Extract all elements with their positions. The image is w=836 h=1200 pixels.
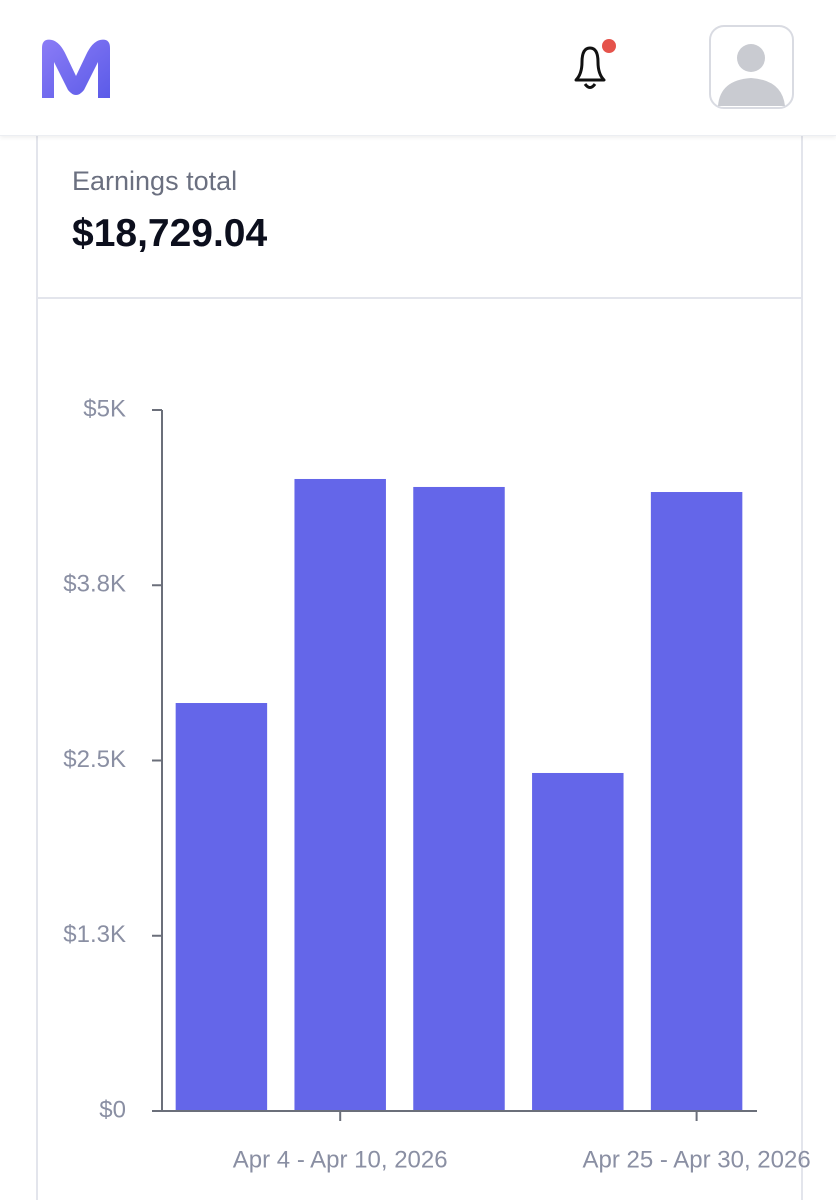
bar <box>413 486 505 1111</box>
notifications-button[interactable] <box>574 39 616 89</box>
y-tick-label: $1.3K <box>63 921 126 948</box>
bar <box>175 703 268 1111</box>
x-tick-label: Apr 25 - Apr 30, 2026 <box>583 1146 811 1173</box>
bar <box>532 772 624 1111</box>
bar <box>294 478 386 1111</box>
earnings-total: $18,729.04 <box>72 212 268 255</box>
header-icons <box>42 25 794 109</box>
x-tick-label: Apr 4 - Apr 10, 2026 <box>233 1146 448 1173</box>
earnings-card: Earnings total $18,729.04 <box>36 136 803 1200</box>
card-header: Earnings total $18,729.04 <box>38 136 801 299</box>
y-tick-label: $2.5K <box>63 746 126 773</box>
notification-dot <box>602 39 616 53</box>
top-bar <box>0 0 836 136</box>
y-tick-label: $3.8K <box>63 571 126 598</box>
logo[interactable] <box>42 39 110 98</box>
card-title: Earnings total <box>72 166 238 196</box>
bar <box>650 492 743 1112</box>
y-tick-label: $0 <box>99 1096 126 1123</box>
y-tick-label: $5K <box>83 395 126 422</box>
avatar-button[interactable] <box>709 25 794 109</box>
